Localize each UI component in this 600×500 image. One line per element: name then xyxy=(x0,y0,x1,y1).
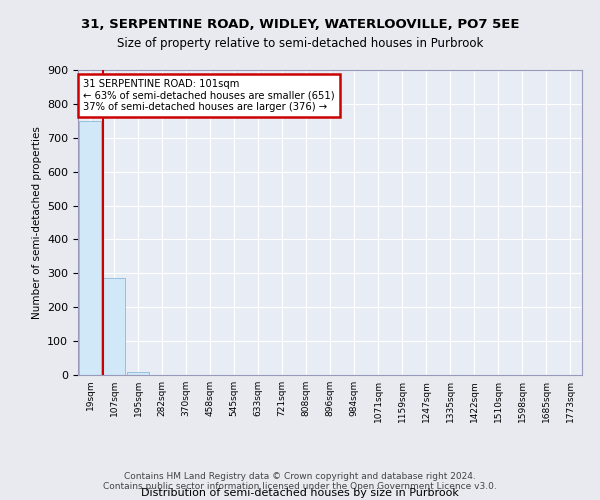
Text: Size of property relative to semi-detached houses in Purbrook: Size of property relative to semi-detach… xyxy=(117,38,483,51)
Text: Distribution of semi-detached houses by size in Purbrook: Distribution of semi-detached houses by … xyxy=(141,488,459,498)
Text: Contains HM Land Registry data © Crown copyright and database right 2024.: Contains HM Land Registry data © Crown c… xyxy=(124,472,476,481)
Text: 31 SERPENTINE ROAD: 101sqm
← 63% of semi-detached houses are smaller (651)
37% o: 31 SERPENTINE ROAD: 101sqm ← 63% of semi… xyxy=(83,79,335,112)
Bar xyxy=(103,278,125,375)
Bar xyxy=(127,372,149,375)
Bar xyxy=(79,121,101,375)
Text: Contains public sector information licensed under the Open Government Licence v3: Contains public sector information licen… xyxy=(103,482,497,491)
Y-axis label: Number of semi-detached properties: Number of semi-detached properties xyxy=(32,126,41,319)
Text: 31, SERPENTINE ROAD, WIDLEY, WATERLOOVILLE, PO7 5EE: 31, SERPENTINE ROAD, WIDLEY, WATERLOOVIL… xyxy=(81,18,519,30)
